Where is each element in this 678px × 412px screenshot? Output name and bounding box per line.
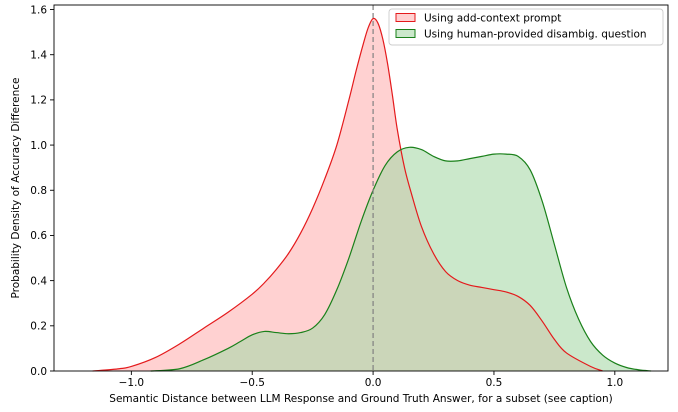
y-axis-ticks: 0.0 0.2 0.4 0.6 0.8 1.0 1.2 1.4 1.6: [30, 4, 54, 378]
density-lines: [92, 17, 652, 372]
plot-frame: [53, 4, 669, 372]
legend-swatch-add-context: [395, 13, 416, 22]
density-line-human-provided: [150, 146, 652, 372]
x-tick-label: 0.0: [365, 377, 382, 389]
x-axis-ticks: −1.0 −0.5 0.0 0.5 1.0: [119, 371, 623, 389]
density-fill-human-provided: [150, 147, 652, 371]
y-axis-label: Probability Density of Accuracy Differen…: [10, 78, 22, 299]
y-tick-label: 1.2: [30, 95, 47, 107]
y-tick-label: 0.8: [30, 185, 47, 197]
x-tick-label: 0.5: [486, 377, 503, 389]
y-tick-label: 0.6: [30, 230, 47, 242]
y-tick-label: 1.4: [30, 50, 47, 62]
legend-label-human-provided: Using human-provided disambig. question: [424, 29, 647, 41]
y-tick-label: 1.0: [30, 140, 47, 152]
density-line-add-context: [92, 17, 603, 372]
x-tick-label: 1.0: [606, 377, 623, 389]
legend-swatch-human-provided: [395, 29, 416, 38]
legend-label-add-context: Using add-context prompt: [424, 13, 561, 25]
y-tick-label: 0.4: [30, 275, 47, 287]
density-fill-add-context: [92, 18, 603, 371]
x-axis-label: Semantic Distance between LLM Response a…: [109, 393, 612, 405]
x-tick-label: −0.5: [239, 377, 265, 389]
density-fills: [92, 18, 652, 371]
x-tick-label: −1.0: [119, 377, 145, 389]
y-tick-label: 0.0: [30, 366, 47, 378]
legend-box: [388, 8, 664, 46]
y-tick-label: 0.2: [30, 321, 47, 333]
legend: Using add-context prompt Using human-pro…: [388, 8, 664, 46]
y-tick-label: 1.6: [30, 4, 47, 16]
